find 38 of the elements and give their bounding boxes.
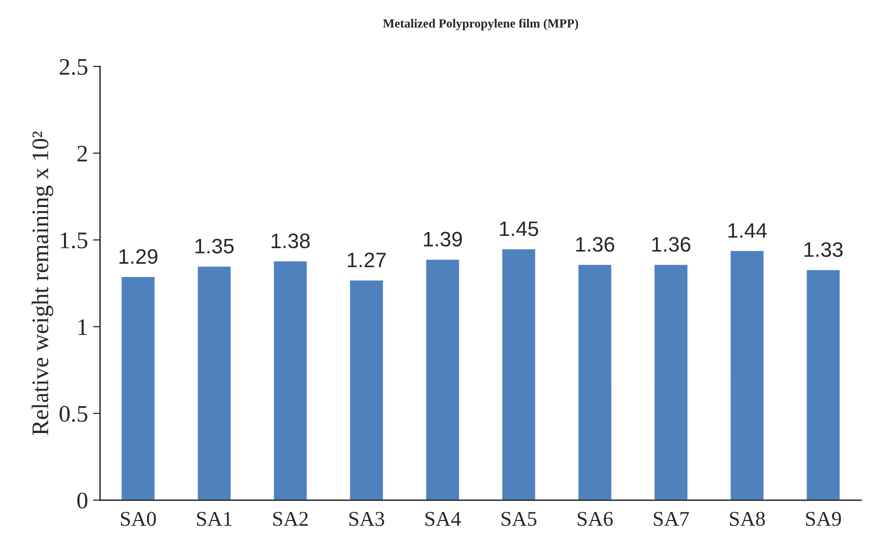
data-label: 1.39	[424, 232, 462, 247]
data-label: 1.36	[652, 236, 690, 252]
x-tick-label: SA6	[578, 512, 613, 526]
data-label: 1.44	[728, 223, 767, 238]
data-label: 1.36	[576, 236, 614, 252]
x-tick-label: SA7	[654, 512, 689, 526]
x-tick-label: SA4	[425, 512, 461, 526]
data-label: 1.45	[500, 222, 538, 236]
bar	[348, 279, 384, 500]
bar	[577, 264, 613, 500]
data-label: 1.33	[804, 242, 843, 257]
x-tick-label: SA5	[502, 512, 536, 526]
bar	[120, 276, 156, 500]
x-tick-label: SA3	[349, 512, 384, 526]
y-tick-label: 2.5	[60, 58, 88, 75]
y-tick-label: 1.5	[60, 232, 88, 248]
x-tick-label: SA1	[197, 512, 232, 526]
x-tick-label: SA8	[730, 512, 765, 526]
y-tick-label: 2	[77, 146, 87, 162]
data-label: 1.38	[272, 234, 310, 248]
y-tick-label: 1	[78, 319, 87, 335]
chart-title: Metalized Polypropylene film (MPP)	[382, 18, 578, 30]
bar	[196, 265, 232, 500]
data-label: 1.35	[196, 238, 234, 254]
bar	[653, 264, 689, 500]
x-tick-label: SA0	[120, 512, 156, 526]
y-tick-label: 0	[77, 492, 88, 509]
data-label: 1.29	[119, 249, 158, 264]
x-tick-label: SA9	[806, 512, 841, 526]
y-tick-label: 0.5	[60, 406, 88, 422]
y-axis-title: Relative weight remaining x 10²	[32, 131, 54, 435]
x-tick-label: SA2	[273, 512, 308, 526]
bar	[805, 268, 842, 500]
bar	[729, 250, 765, 500]
bar	[500, 248, 537, 500]
bar	[272, 260, 308, 500]
bar	[424, 258, 460, 500]
data-label: 1.27	[348, 252, 386, 268]
